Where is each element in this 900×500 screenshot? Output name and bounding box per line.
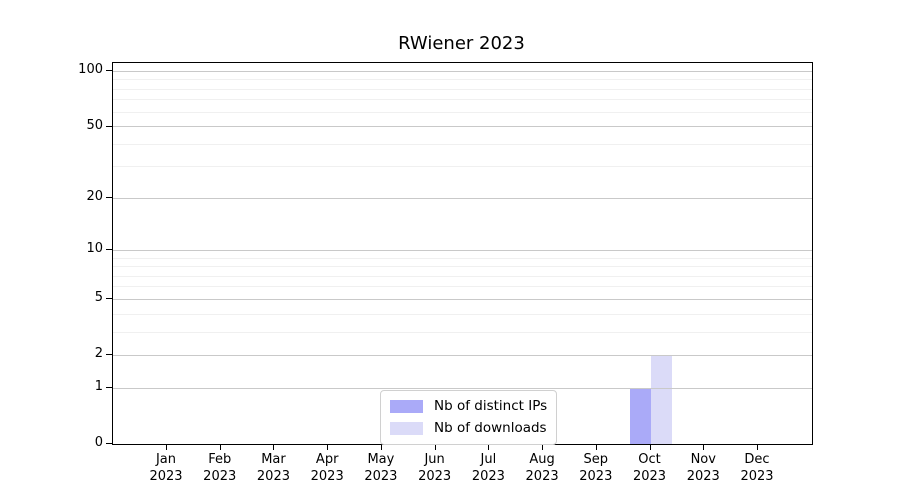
y-tick-label-5: 5	[94, 290, 103, 306]
gridline-y60	[113, 111, 812, 113]
gridline-y80	[113, 88, 812, 90]
gridline-y90	[113, 79, 812, 81]
x-tick-label-oct: Oct 2023	[632, 452, 667, 484]
y-tick-mark-10	[106, 249, 112, 251]
y-tick-label-100: 100	[78, 62, 103, 78]
y-tick-mark-1	[106, 387, 112, 389]
gridline-y1	[113, 387, 812, 389]
x-tick-label-mar: Mar 2023	[256, 452, 290, 484]
x-tick-mark-jan	[166, 444, 167, 450]
y-tick-mark-20	[106, 197, 112, 199]
gridline-y40	[113, 143, 812, 145]
x-tick-label-feb: Feb 2023	[203, 452, 237, 484]
y-tick-mark-5	[106, 298, 112, 300]
legend-label-downloads: Nb of downloads	[434, 420, 547, 436]
y-tick-label-2: 2	[94, 346, 103, 362]
gridline-y50	[113, 126, 812, 128]
x-tick-mark-mar	[273, 444, 275, 450]
y-tick-label-10: 10	[86, 241, 103, 257]
y-tick-mark-50	[106, 125, 112, 127]
x-tick-label-may: May 2023	[364, 452, 398, 484]
x-tick-mark-sep	[595, 444, 597, 450]
legend-label-distinct-ips: Nb of distinct IPs	[434, 398, 548, 414]
bar-downloads-oct	[650, 355, 672, 444]
x-tick-mark-apr	[327, 444, 329, 450]
gridline-y6	[113, 286, 812, 288]
legend-item-distinct-ips: Nb of distinct IPs	[390, 398, 547, 415]
gridline-y5	[113, 298, 812, 300]
y-tick-mark-0	[106, 443, 112, 444]
legend-swatch-downloads	[390, 422, 423, 435]
chart-title: RWiener 2023	[398, 33, 525, 54]
x-tick-label-sep: Sep 2023	[579, 452, 613, 484]
x-tick-label-aug: Aug 2023	[525, 452, 559, 484]
y-tick-label-0: 0	[94, 435, 103, 450]
gridline-y7	[113, 275, 812, 277]
x-tick-label-nov: Nov 2023	[686, 452, 720, 484]
gridline-y70	[113, 99, 812, 101]
gridline-y20	[113, 197, 812, 199]
x-tick-label-jun: Jun 2023	[418, 452, 452, 484]
gridline-y30	[113, 166, 812, 168]
x-tick-label-dec: Dec 2023	[740, 452, 774, 484]
x-tick-label-jul: Jul 2023	[471, 452, 505, 484]
plot-area: Nb of distinct IPs Nb of downloads	[112, 62, 813, 445]
y-tick-mark-100	[106, 70, 112, 72]
gridline-y9	[113, 257, 812, 259]
x-tick-mark-feb	[219, 444, 221, 450]
gridline-y3	[113, 331, 812, 333]
x-tick-mark-jul	[488, 444, 490, 450]
x-tick-label-apr: Apr 2023	[310, 452, 344, 484]
legend: Nb of distinct IPs Nb of downloads	[380, 390, 558, 445]
gridline-y2	[113, 354, 812, 356]
gridline-y10	[113, 249, 812, 251]
gridline-y8	[113, 266, 812, 268]
x-tick-mark-nov	[703, 444, 705, 450]
x-tick-label-jan: Jan 2023	[149, 452, 183, 484]
x-tick-mark-oct	[649, 444, 651, 450]
legend-item-downloads: Nb of downloads	[390, 420, 547, 437]
x-tick-mark-may	[380, 444, 382, 450]
y-tick-label-20: 20	[86, 189, 103, 205]
y-tick-label-1: 1	[94, 379, 103, 395]
x-tick-mark-jun	[434, 444, 436, 450]
x-tick-mark-aug	[542, 444, 544, 450]
x-tick-mark-dec	[757, 444, 758, 450]
bar-distinct-ips-oct	[629, 388, 651, 444]
y-tick-mark-2	[106, 354, 112, 356]
gridline-y100	[113, 70, 812, 72]
legend-swatch-distinct-ips	[390, 400, 423, 413]
gridline-y4	[113, 313, 812, 315]
y-tick-label-50: 50	[86, 117, 103, 133]
